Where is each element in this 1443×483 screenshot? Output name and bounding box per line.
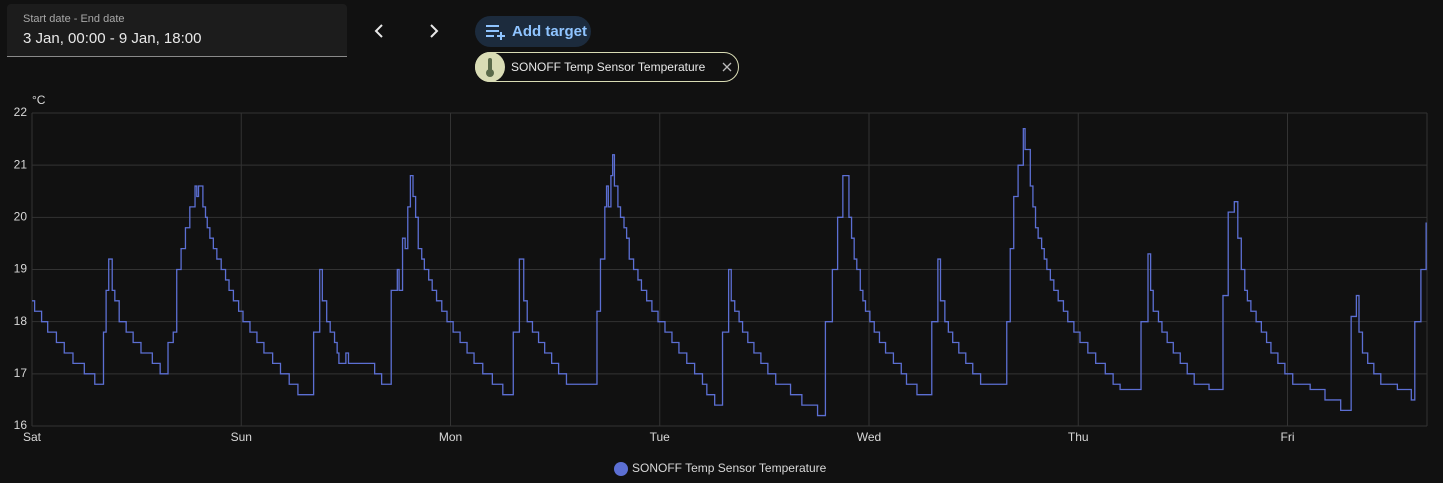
x-tick-label: Mon bbox=[439, 430, 462, 444]
series-line bbox=[32, 128, 1427, 417]
chip-remove[interactable] bbox=[722, 62, 732, 72]
y-tick-label: 17 bbox=[14, 366, 28, 380]
y-tick-label: 22 bbox=[14, 105, 28, 119]
y-tick-label: 16 bbox=[14, 418, 28, 432]
target-chip[interactable]: SONOFF Temp Sensor Temperature bbox=[475, 52, 739, 82]
x-tick-label: Tue bbox=[650, 430, 671, 444]
add-target-label: Add target bbox=[512, 23, 587, 40]
y-axis-unit: °C bbox=[32, 93, 46, 107]
x-tick-label: Sun bbox=[231, 430, 252, 444]
date-range-picker[interactable]: Start date - End date 3 Jan, 00:00 - 9 J… bbox=[7, 4, 347, 57]
x-tick-label: Sat bbox=[23, 430, 42, 444]
legend-label: SONOFF Temp Sensor Temperature bbox=[632, 461, 827, 475]
next-button[interactable] bbox=[421, 18, 447, 44]
y-tick-label: 20 bbox=[14, 210, 28, 224]
chip-label: SONOFF Temp Sensor Temperature bbox=[511, 60, 706, 74]
add-target-button[interactable]: Add target bbox=[475, 16, 591, 47]
chip-icon bbox=[475, 52, 505, 82]
date-picker-value: 3 Jan, 00:00 - 9 Jan, 18:00 bbox=[23, 30, 202, 47]
previous-button[interactable] bbox=[366, 18, 392, 44]
add-icon bbox=[486, 25, 505, 40]
y-tick-label: 18 bbox=[14, 314, 28, 328]
y-tick-label: 21 bbox=[14, 157, 28, 171]
y-tick-label: 19 bbox=[14, 262, 28, 276]
x-tick-label: Wed bbox=[857, 430, 881, 444]
date-picker-label: Start date - End date bbox=[23, 13, 125, 25]
x-tick-label: Fri bbox=[1281, 430, 1295, 444]
x-tick-label: Thu bbox=[1068, 430, 1089, 444]
legend-marker bbox=[614, 462, 628, 476]
